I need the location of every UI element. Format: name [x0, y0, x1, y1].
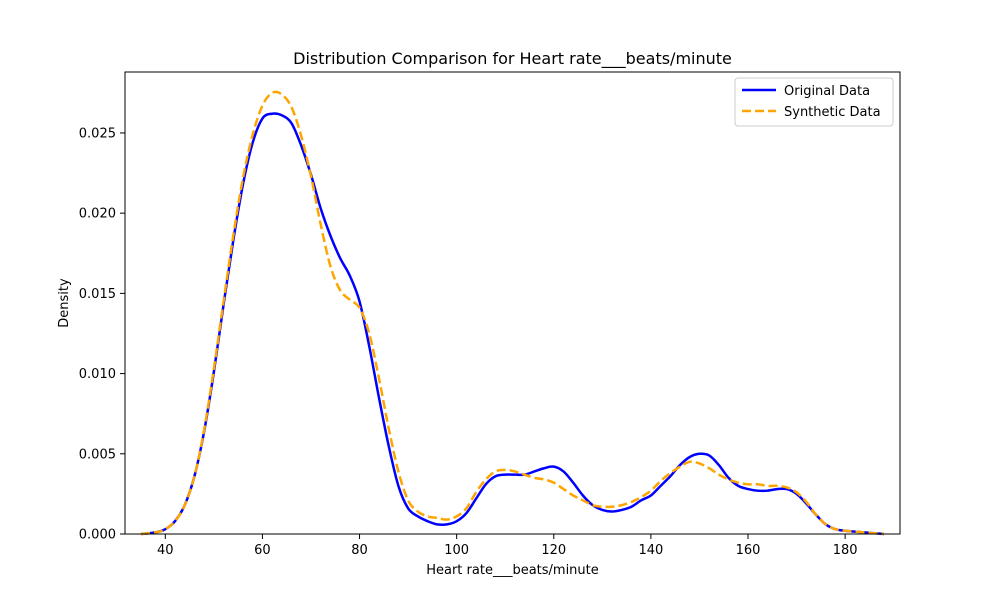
y-tick-label: 0.000 [79, 528, 116, 543]
y-tick-label: 0.020 [79, 207, 116, 222]
y-axis-label: Density [57, 278, 72, 328]
y-tick-label: 0.015 [79, 287, 116, 302]
plot-frame [124, 71, 901, 535]
x-tick-label: 160 [736, 543, 761, 558]
x-tick-label: 140 [638, 543, 663, 558]
series-layer [140, 90, 885, 536]
y-axis: 0.000 0.005 0.010 0.015 0.020 0.025 [79, 126, 125, 543]
y-tick-label: 0.005 [79, 447, 116, 462]
chart-title: Distribution Comparison for Heart rate__… [293, 49, 732, 69]
y-tick-label: 0.025 [79, 126, 116, 141]
x-tick-label: 100 [444, 543, 469, 558]
legend-label-original: Original Data [784, 84, 870, 99]
x-tick-label: 80 [351, 543, 368, 558]
x-tick-label: 60 [254, 543, 271, 558]
x-axis: 40 60 80 100 120 140 160 180 [157, 534, 858, 558]
x-tick-label: 40 [157, 543, 174, 558]
legend: Original Data Synthetic Data [734, 77, 894, 127]
legend-label-synthetic: Synthetic Data [784, 105, 881, 120]
series-line-original [140, 112, 885, 536]
x-axis-label: Heart rate___beats/minute [426, 563, 599, 578]
x-tick-label: 180 [833, 543, 858, 558]
x-tick-label: 120 [541, 543, 566, 558]
series-line-synthetic [140, 90, 885, 536]
y-tick-label: 0.010 [79, 367, 116, 382]
